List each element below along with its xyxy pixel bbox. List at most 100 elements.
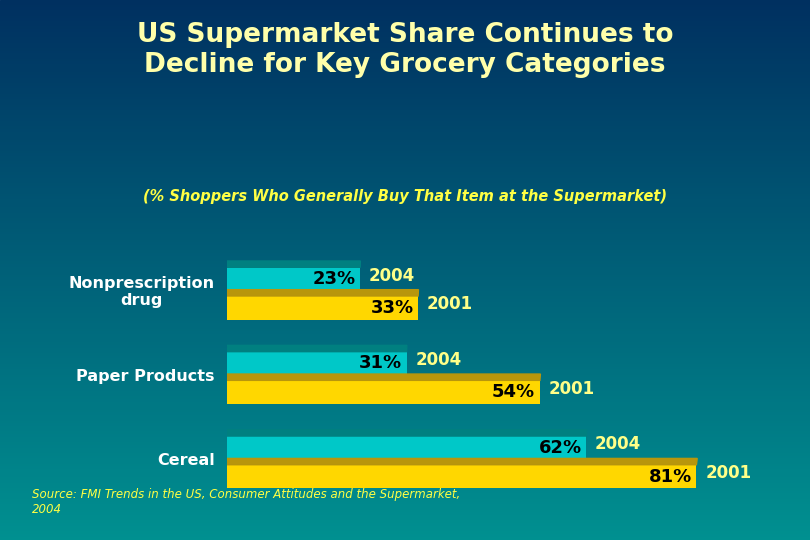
Bar xyxy=(0,321,810,324)
Bar xyxy=(0,219,810,221)
Bar xyxy=(0,24,810,27)
Bar xyxy=(0,418,810,421)
Bar xyxy=(0,194,810,197)
Bar xyxy=(0,3,810,5)
Polygon shape xyxy=(227,289,419,296)
Bar xyxy=(0,362,810,364)
Bar xyxy=(0,373,810,375)
Bar xyxy=(0,122,810,124)
Bar xyxy=(0,459,810,462)
Bar xyxy=(0,230,810,232)
Bar xyxy=(0,389,810,392)
Bar xyxy=(0,89,810,92)
Text: (% Shoppers Who Generally Buy That Item at the Supermarket): (% Shoppers Who Generally Buy That Item … xyxy=(143,189,667,204)
Polygon shape xyxy=(227,430,587,436)
Bar xyxy=(0,162,810,165)
Bar xyxy=(0,86,810,89)
Bar xyxy=(0,286,810,289)
Bar xyxy=(0,402,810,405)
Bar xyxy=(0,405,810,408)
Bar xyxy=(227,267,360,291)
Bar xyxy=(0,170,810,173)
Bar xyxy=(0,446,810,448)
Bar xyxy=(0,205,810,208)
Bar xyxy=(0,348,810,351)
Text: Paper Products: Paper Products xyxy=(76,369,215,384)
Polygon shape xyxy=(227,261,360,267)
Bar xyxy=(0,97,810,100)
Bar xyxy=(0,478,810,481)
Bar xyxy=(0,437,810,440)
Text: 62%: 62% xyxy=(539,439,582,457)
Bar xyxy=(0,297,810,300)
Bar xyxy=(0,108,810,111)
Bar xyxy=(0,200,810,202)
Bar xyxy=(0,238,810,240)
Bar xyxy=(0,302,810,305)
Bar xyxy=(0,111,810,113)
Bar xyxy=(227,380,540,404)
Bar xyxy=(0,5,810,8)
Bar xyxy=(0,462,810,464)
Bar xyxy=(0,432,810,435)
Bar xyxy=(0,510,810,513)
Bar xyxy=(0,192,810,194)
Bar xyxy=(0,416,810,418)
Bar xyxy=(0,386,810,389)
Bar xyxy=(0,502,810,505)
Bar xyxy=(0,497,810,500)
Bar xyxy=(0,211,810,213)
Bar xyxy=(227,465,697,488)
Bar xyxy=(0,138,810,140)
Bar xyxy=(0,400,810,402)
Bar xyxy=(0,46,810,49)
Bar xyxy=(0,335,810,338)
Bar xyxy=(227,436,586,460)
Bar xyxy=(0,356,810,359)
Bar xyxy=(0,483,810,486)
Bar xyxy=(0,262,810,265)
Bar xyxy=(0,70,810,73)
Bar xyxy=(0,14,810,16)
Bar xyxy=(0,481,810,483)
Bar xyxy=(0,32,810,35)
Bar xyxy=(0,221,810,224)
Bar xyxy=(0,464,810,467)
Bar xyxy=(0,54,810,57)
Bar xyxy=(0,81,810,84)
Bar xyxy=(0,119,810,122)
Bar xyxy=(0,424,810,427)
Bar xyxy=(0,516,810,518)
Bar xyxy=(0,273,810,275)
Bar xyxy=(0,508,810,510)
Bar xyxy=(227,296,418,320)
Text: 23%: 23% xyxy=(313,270,356,288)
Bar xyxy=(0,338,810,340)
Bar xyxy=(0,354,810,356)
Bar xyxy=(0,11,810,14)
Bar xyxy=(0,421,810,424)
Bar xyxy=(0,332,810,335)
Bar xyxy=(0,35,810,38)
Bar xyxy=(0,65,810,68)
Bar xyxy=(0,189,810,192)
Bar xyxy=(0,113,810,116)
Bar xyxy=(0,51,810,54)
Bar xyxy=(0,146,810,148)
Text: 31%: 31% xyxy=(359,354,402,373)
Bar xyxy=(0,251,810,254)
Bar xyxy=(0,167,810,170)
Bar xyxy=(0,159,810,162)
Bar xyxy=(0,537,810,540)
Bar xyxy=(0,364,810,367)
Bar xyxy=(0,259,810,262)
Bar xyxy=(0,256,810,259)
Bar xyxy=(0,240,810,243)
Bar xyxy=(0,375,810,378)
Text: 2004: 2004 xyxy=(595,435,642,454)
Bar xyxy=(0,181,810,184)
Bar xyxy=(0,246,810,248)
Bar xyxy=(0,19,810,22)
Bar xyxy=(0,243,810,246)
Polygon shape xyxy=(227,346,407,352)
